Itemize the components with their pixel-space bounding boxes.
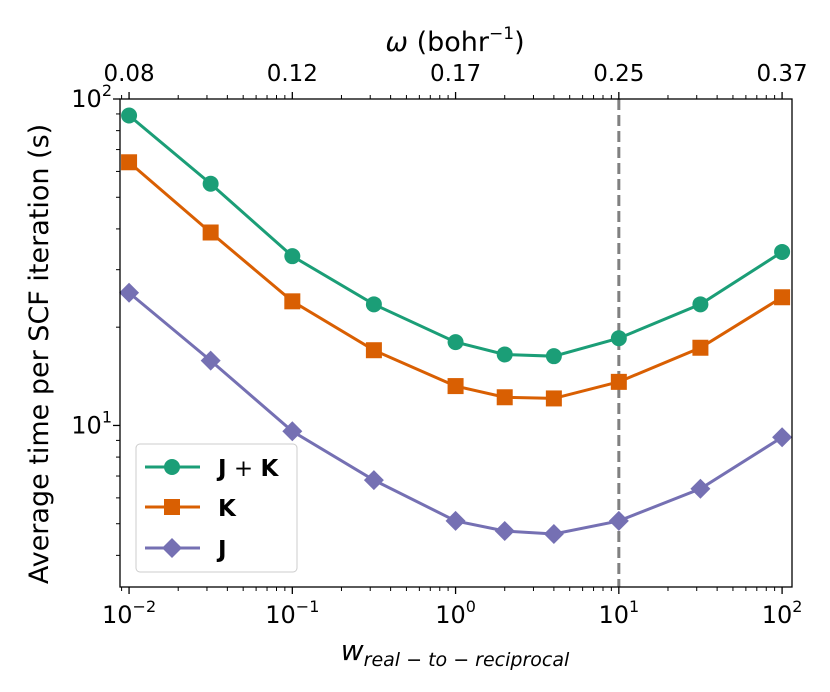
data-point-k xyxy=(365,342,382,359)
y-tick-label: 102 xyxy=(71,81,112,113)
data-point-j xyxy=(608,510,629,531)
data-point-j xyxy=(445,510,466,531)
legend-entry-k: K xyxy=(145,496,237,522)
x-axis-label: wreal − to − reciprocal xyxy=(341,634,570,671)
data-point-k xyxy=(202,224,219,241)
legend-entry-jk: J + K xyxy=(145,456,279,482)
top-axis-label-close: ) xyxy=(514,27,525,58)
legend-label-jk: J + K xyxy=(216,456,279,482)
data-point-j xyxy=(363,470,384,491)
top-tick-label: 0.17 xyxy=(430,61,481,87)
legend-label-k: K xyxy=(218,496,237,522)
data-point-jk xyxy=(202,175,219,192)
data-point-k xyxy=(447,378,464,395)
data-point-jk xyxy=(692,296,709,313)
data-point-k xyxy=(774,289,791,306)
legend-box xyxy=(135,443,298,573)
x-tick-label: 10−1 xyxy=(265,597,319,629)
top-axis-label: ω (bohr−1) xyxy=(385,24,524,58)
data-point-j xyxy=(119,282,140,303)
data-point-jk xyxy=(610,330,627,347)
top-axis-label-exp: −1 xyxy=(489,24,514,44)
data-point-jk xyxy=(365,296,382,313)
legend-label-j: J xyxy=(216,537,227,563)
series-line-j xyxy=(128,291,783,536)
data-point-jk xyxy=(284,248,301,265)
legend-label-jk-k: K xyxy=(260,456,279,482)
top-tick-label: 0.08 xyxy=(103,61,154,87)
data-point-k xyxy=(545,390,562,407)
y-axis-label: Average time per SCF iteration (s) xyxy=(24,124,55,584)
data-point-jk xyxy=(774,243,791,260)
top-axis-label-unit: (bohr xyxy=(408,27,490,58)
series-line-k xyxy=(128,161,783,400)
data-point-k xyxy=(284,293,301,310)
series-line-jk xyxy=(128,114,783,358)
y-tick-label: 101 xyxy=(71,407,112,439)
x-tick-label: 10−2 xyxy=(102,597,156,629)
data-point-k xyxy=(496,389,513,406)
data-point-k xyxy=(121,154,138,171)
legend-entry-j: J xyxy=(145,537,227,563)
data-point-jk xyxy=(121,107,138,124)
data-point-j xyxy=(494,520,515,541)
top-tick-label: 0.12 xyxy=(267,61,318,87)
data-point-j xyxy=(282,421,303,442)
x-axis-label-sub: real − to − reciprocal xyxy=(364,649,570,671)
data-point-j xyxy=(543,524,564,545)
legend-marker-j xyxy=(162,538,182,558)
x-tick-label: 102 xyxy=(762,597,803,629)
x-axis-label-main: w xyxy=(341,634,364,667)
legend-marker-jk xyxy=(164,459,180,475)
top-axis-label-omega: ω xyxy=(385,27,408,58)
x-tick-label: 100 xyxy=(435,597,476,629)
top-tick-label: 0.37 xyxy=(756,61,807,87)
x-tick-label: 101 xyxy=(598,597,639,629)
data-point-k xyxy=(692,339,709,356)
series-layer xyxy=(119,107,793,545)
legend-label-jk-plus: + xyxy=(227,456,261,482)
data-point-j xyxy=(200,350,221,371)
legend-marker-k xyxy=(164,499,180,515)
data-point-jk xyxy=(496,346,513,363)
legend: J + K K J xyxy=(135,443,298,573)
data-point-k xyxy=(610,373,627,390)
data-point-jk xyxy=(447,334,464,351)
legend-label-jk-j: J xyxy=(216,456,227,482)
top-tick-label: 0.25 xyxy=(593,61,644,87)
data-point-j xyxy=(690,478,711,499)
data-point-j xyxy=(772,427,793,448)
data-point-jk xyxy=(545,348,562,365)
